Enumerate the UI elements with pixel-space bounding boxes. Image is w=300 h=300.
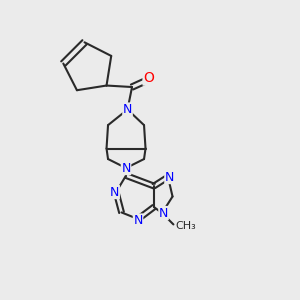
Text: N: N xyxy=(133,214,143,227)
Text: O: O xyxy=(143,71,154,85)
Text: N: N xyxy=(165,170,174,184)
Text: N: N xyxy=(110,185,119,199)
Text: N: N xyxy=(123,103,132,116)
Text: CH₃: CH₃ xyxy=(176,221,196,231)
Text: N: N xyxy=(121,161,131,175)
Text: N: N xyxy=(159,206,168,220)
